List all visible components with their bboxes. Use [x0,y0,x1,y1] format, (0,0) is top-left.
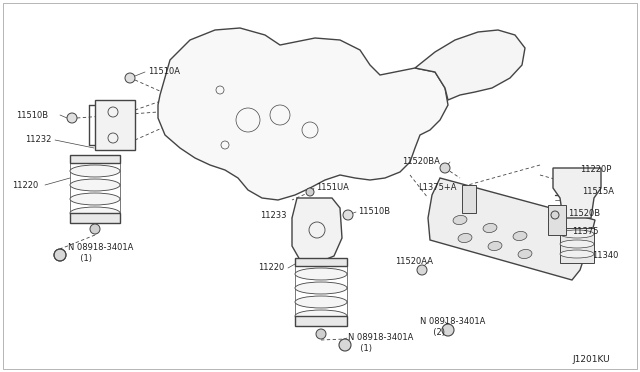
Ellipse shape [70,207,120,219]
Ellipse shape [560,250,594,258]
Text: 11220: 11220 [258,263,284,273]
Text: 11510B: 11510B [16,110,48,119]
Polygon shape [553,168,601,218]
Polygon shape [292,198,342,263]
Text: 11520AA: 11520AA [395,257,433,266]
Text: J1201KU: J1201KU [572,356,610,365]
Ellipse shape [488,241,502,251]
Ellipse shape [560,240,594,248]
Bar [70,213,120,223]
Text: 11220P: 11220P [580,166,611,174]
Ellipse shape [560,230,594,238]
Text: 11232: 11232 [25,135,51,144]
Ellipse shape [295,310,347,322]
Polygon shape [428,178,595,280]
Bar [560,228,594,263]
Circle shape [440,163,450,173]
Text: 11375: 11375 [572,228,598,237]
Text: 11233: 11233 [260,211,287,219]
Polygon shape [415,30,525,100]
Circle shape [306,188,314,196]
Ellipse shape [295,282,347,294]
Text: 11340: 11340 [592,250,618,260]
Bar [295,316,347,326]
Text: L1375+A: L1375+A [418,183,456,192]
Circle shape [90,224,100,234]
Text: N 08918-3401A: N 08918-3401A [68,244,133,253]
Ellipse shape [483,224,497,232]
Ellipse shape [513,231,527,241]
Bar [95,100,135,150]
Ellipse shape [70,193,120,205]
Text: 11510A: 11510A [148,67,180,77]
Ellipse shape [295,296,347,308]
Circle shape [442,324,454,336]
Circle shape [54,249,66,261]
FancyBboxPatch shape [3,3,637,369]
Text: (2): (2) [428,327,445,337]
Text: 1151UA: 1151UA [316,183,349,192]
Circle shape [67,113,77,123]
Text: N 08918-3401A: N 08918-3401A [348,334,413,343]
Text: 11510B: 11510B [358,208,390,217]
Bar [70,155,120,163]
Polygon shape [158,28,448,200]
Ellipse shape [295,268,347,280]
Ellipse shape [70,165,120,177]
Text: N 08918-3401A: N 08918-3401A [420,317,485,327]
Circle shape [316,329,326,339]
Bar [548,205,566,235]
Circle shape [551,211,559,219]
Bar [295,258,347,266]
Text: (1): (1) [355,343,372,353]
Text: 11220: 11220 [12,180,38,189]
Ellipse shape [70,179,120,191]
Bar [462,185,476,213]
Circle shape [339,339,351,351]
Ellipse shape [453,215,467,225]
Circle shape [417,265,427,275]
Ellipse shape [458,234,472,243]
Text: 11520B: 11520B [568,209,600,218]
Circle shape [343,210,353,220]
Text: 11515A: 11515A [582,187,614,196]
Text: (1): (1) [75,253,92,263]
Circle shape [125,73,135,83]
Text: 11520BA: 11520BA [402,157,440,167]
Ellipse shape [518,250,532,259]
